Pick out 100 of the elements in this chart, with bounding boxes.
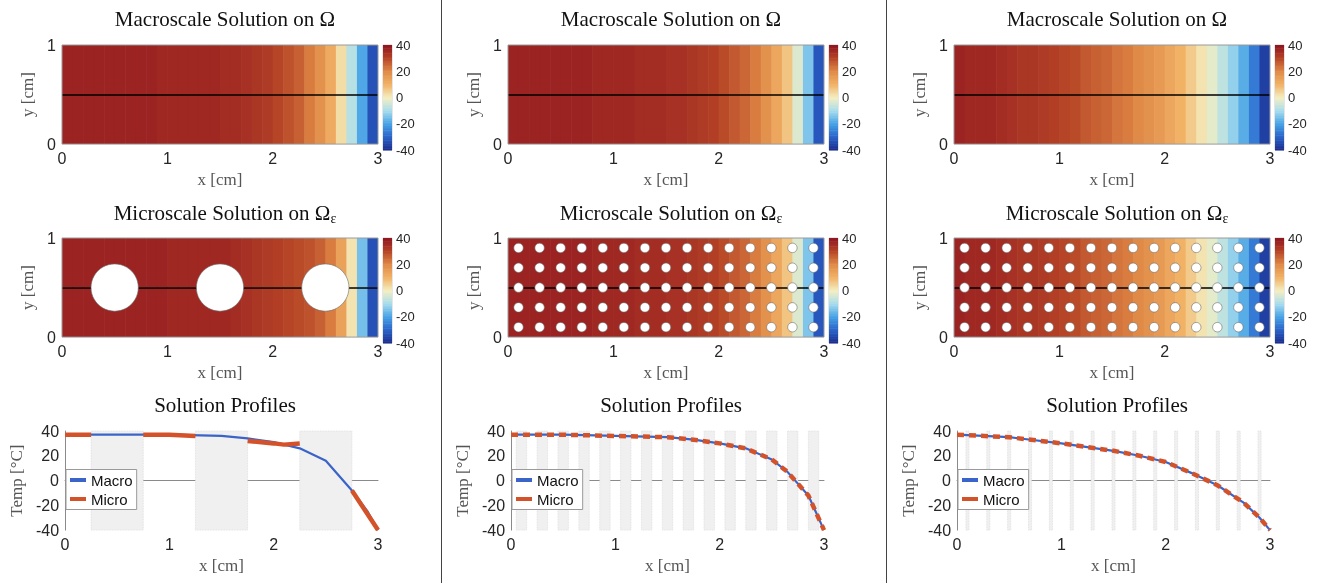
- chart-title: Macroscale Solution on Ω: [560, 6, 782, 31]
- x-tick-label: 1: [1056, 535, 1066, 553]
- chart-title: Solution Profiles: [1046, 392, 1188, 417]
- x-tick-label: 3: [1265, 535, 1275, 553]
- y-tick-label: -40: [927, 521, 952, 539]
- y-tick-label: 1: [939, 229, 949, 247]
- y-tick-label: -40: [35, 521, 60, 539]
- color-bar-label: -20: [1288, 116, 1307, 132]
- color-bar-label: -20: [396, 116, 415, 132]
- color-bar-label: 0: [1288, 283, 1296, 298]
- x-axis-title: x [cm]: [199, 556, 244, 575]
- x-tick-label: 3: [373, 535, 383, 553]
- x-tick-label: 3: [819, 149, 829, 167]
- y-tick-label: 20: [933, 447, 952, 465]
- x-tick-label: 2: [1160, 342, 1170, 360]
- y-tick-label: 20: [41, 447, 60, 465]
- x-axis-title: x [cm]: [645, 556, 690, 575]
- color-bar-label: 20: [842, 63, 857, 79]
- x-tick-label: 1: [164, 535, 174, 553]
- x-tick-label: 2: [268, 149, 278, 167]
- color-bar-label: 40: [842, 230, 857, 246]
- y-tick-label: 0: [942, 472, 952, 490]
- chart-title: Macroscale Solution on Ω: [1006, 6, 1228, 31]
- y-tick-label: -20: [35, 496, 60, 514]
- color-bar-label: -40: [396, 335, 415, 351]
- y-tick-label: 40: [487, 422, 506, 440]
- color-bar-label: -40: [396, 142, 415, 158]
- y-axis-title: y [cm]: [910, 72, 930, 117]
- x-tick-label: 3: [1265, 149, 1275, 167]
- y-axis-title: y [cm]: [18, 72, 38, 117]
- chart-title: Macroscale Solution on Ω: [114, 6, 336, 31]
- x-tick-label: 3: [819, 535, 829, 553]
- y-tick-label: 1: [47, 36, 57, 54]
- y-tick-label: 0: [47, 328, 57, 346]
- x-tick-label: 2: [714, 149, 724, 167]
- y-tick-label: 40: [933, 422, 952, 440]
- x-tick-label: 1: [608, 342, 618, 360]
- color-bar-label: 40: [396, 230, 411, 246]
- x-tick-label: 1: [1054, 342, 1064, 360]
- color-bar-label: 20: [842, 256, 857, 272]
- y-tick-label: 0: [47, 135, 57, 153]
- legend-label: Micro: [983, 490, 1020, 508]
- legend-label: Macro: [983, 471, 1025, 489]
- color-bar-label: -40: [842, 335, 861, 351]
- y-tick-label: -20: [927, 496, 952, 514]
- x-tick-label: 1: [1054, 149, 1064, 167]
- legend-label: Micro: [91, 490, 128, 508]
- chart-title: Microscale Solution on Ωε: [113, 201, 337, 226]
- x-tick-label: 1: [608, 149, 618, 167]
- x-tick-label: 3: [819, 342, 829, 360]
- y-tick-label: 0: [493, 135, 503, 153]
- x-tick-label: 2: [715, 535, 725, 553]
- x-tick-label: 3: [373, 342, 383, 360]
- y-tick-label: 1: [47, 229, 57, 247]
- color-bar-label: 40: [1288, 230, 1303, 246]
- y-tick-label: 0: [50, 472, 60, 490]
- x-tick-label: 2: [1161, 535, 1171, 553]
- color-bar-label: 0: [396, 283, 404, 298]
- x-axis-title: x [cm]: [1089, 363, 1135, 382]
- x-tick-label: 3: [1265, 342, 1275, 360]
- y-axis-title: y [cm]: [18, 265, 38, 310]
- legend-label: Micro: [537, 490, 574, 508]
- x-axis-title: x [cm]: [643, 170, 689, 189]
- color-bar-label: 40: [396, 37, 411, 53]
- y-tick-label: 20: [487, 447, 506, 465]
- color-bar-label: 40: [842, 37, 857, 53]
- x-tick-label: 1: [162, 149, 172, 167]
- y-tick-label: -20: [481, 496, 506, 514]
- color-bar-label: 20: [396, 63, 411, 79]
- color-bar-label: -20: [396, 309, 415, 325]
- chart-title: Solution Profiles: [600, 392, 742, 417]
- color-bar-label: 40: [1288, 37, 1303, 53]
- chart-title: Solution Profiles: [154, 392, 296, 417]
- y-axis-title: y [cm]: [464, 72, 484, 117]
- x-tick-label: 1: [162, 342, 172, 360]
- legend-label: Macro: [537, 471, 579, 489]
- color-bar-label: -40: [842, 142, 861, 158]
- color-bar-label: 0: [842, 283, 850, 298]
- y-tick-label: 1: [939, 36, 949, 54]
- x-axis-title: x [cm]: [643, 363, 689, 382]
- y-axis-title: Temp [°C]: [453, 444, 472, 517]
- legend-label: Macro: [91, 471, 133, 489]
- color-bar-label: 0: [396, 90, 404, 105]
- x-axis-title: x [cm]: [197, 170, 243, 189]
- y-tick-label: -40: [481, 521, 506, 539]
- y-tick-label: 0: [939, 328, 949, 346]
- x-axis-title: x [cm]: [1089, 170, 1135, 189]
- y-tick-label: 0: [496, 472, 506, 490]
- color-bar-label: -20: [842, 116, 861, 132]
- x-tick-label: 2: [714, 342, 724, 360]
- color-bar-label: 0: [842, 90, 850, 105]
- color-bar-label: 20: [1288, 256, 1303, 272]
- y-tick-label: 1: [493, 229, 503, 247]
- x-axis-title: x [cm]: [197, 363, 243, 382]
- color-bar-label: -40: [1288, 335, 1307, 351]
- x-tick-label: 3: [373, 149, 383, 167]
- y-axis-title: Temp [°C]: [7, 444, 26, 517]
- y-tick-label: 1: [493, 36, 503, 54]
- color-bar-label: -20: [1288, 309, 1307, 325]
- x-tick-label: 1: [610, 535, 620, 553]
